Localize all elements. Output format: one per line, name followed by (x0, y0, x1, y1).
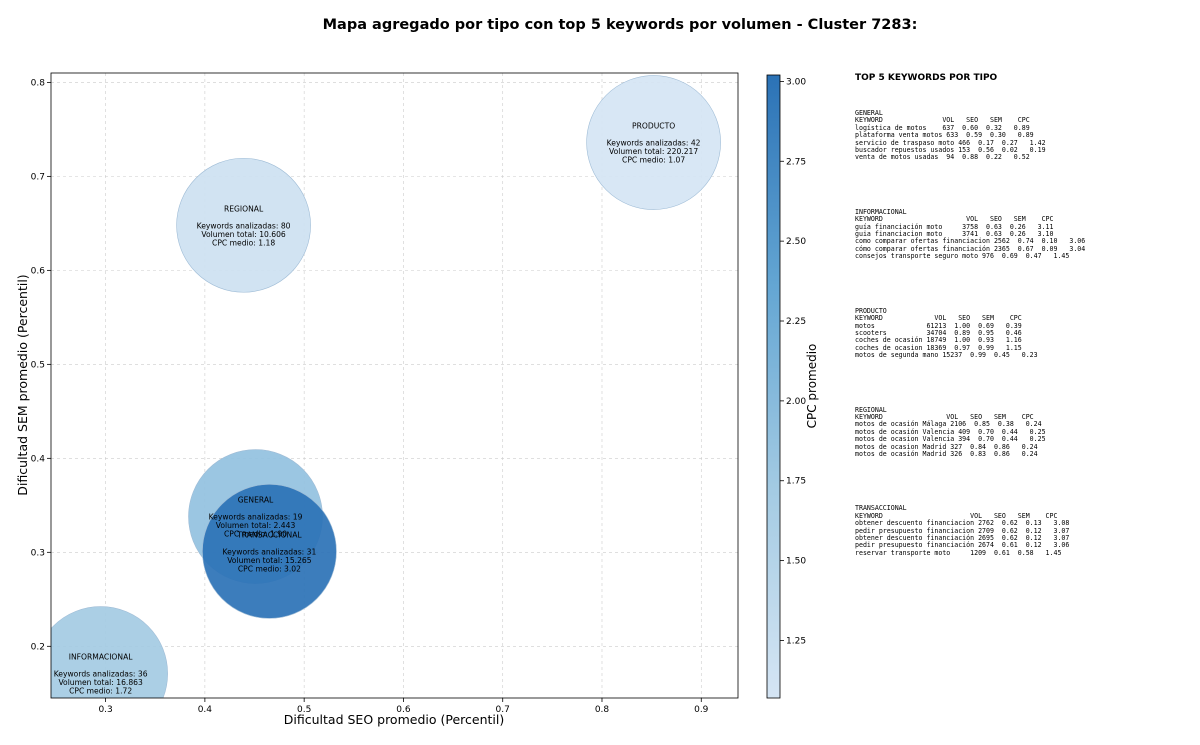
bubbles (51, 75, 721, 698)
bubble-regional (176, 157, 311, 293)
bubble-stat: Keywords analizadas: 36 (54, 670, 148, 679)
bubble-stat: CPC medio: 1.07 (622, 156, 685, 165)
bubble-transaccional (202, 484, 337, 619)
bubble-stat: Keywords analizadas: 42 (607, 139, 701, 148)
keyword-block-transaccional: TRANSACCIONAL KEYWORD VOL SEO SEM CPC ob… (855, 505, 1195, 557)
x-tick-label: 0.6 (396, 705, 411, 715)
colorbar-tick-label: 2.75 (786, 157, 806, 167)
bubble-stat: Keywords analizadas: 19 (209, 513, 303, 522)
x-tick-label: 0.5 (297, 705, 311, 715)
bubble-stat: Volumen total: 220.217 (609, 147, 698, 156)
colorbar-label: CPC promedio (805, 344, 819, 429)
x-tick-label: 0.7 (496, 705, 510, 715)
bubble-label-transaccional: TRANSACCIONAL Keywords analizadas: 31Volu… (222, 530, 316, 573)
bubble-name: PRODUCTO (632, 122, 675, 131)
bubble-stat: Volumen total: 15.265 (227, 556, 312, 565)
axes: 0.3 0.4 0.5 0.6 0.7 0.8 0.9 0.2 0.3 0.4 0.5 0.6 0.7 0… (31, 78, 709, 715)
x-tick-label: 0.8 (595, 705, 610, 715)
bubble-stat: Volumen total: 2.443 (216, 521, 296, 530)
x-tick-label: 0.9 (694, 705, 709, 715)
bubble-stat: Keywords analizadas: 80 (197, 221, 291, 230)
bubble-stat: Volumen total: 10.606 (201, 230, 286, 239)
bubble-stat: Keywords analizadas: 31 (222, 547, 316, 556)
keyword-table-general: GENERAL KEYWORD VOL SEO SEM CPC logístic… (855, 109, 1046, 162)
colorbar-tick-label: 2.25 (786, 317, 806, 327)
colorbar (766, 74, 781, 699)
keyword-block-informacional: INFORMACIONAL KEYWORD VOL SEO SEM CPC gu… (855, 207, 1195, 261)
bubble-label-informacional: INFORMACIONAL Keywords analizadas: 36Volu… (54, 653, 148, 696)
y-tick-label: 0.8 (31, 78, 46, 88)
bubble-stat: CPC medio: 1.18 (212, 238, 275, 247)
plot-frame (50, 72, 739, 699)
keyword-block-producto: PRODUCTO KEYWORD VOL SEO SEM CPC motos 6… (855, 306, 1195, 360)
colorbar-tick-label: 1.25 (786, 636, 806, 646)
colorbar-tick-label: 2.00 (786, 397, 806, 407)
keyword-panel-title: TOP 5 KEYWORDS POR TIPO (855, 73, 998, 83)
y-tick-label: 0.5 (31, 360, 45, 370)
colorbar-tick-label: 1.75 (786, 477, 806, 487)
bubble-stat: CPC medio: 1.90 (224, 530, 287, 539)
bubble-stat: Volumen total: 16.863 (58, 678, 143, 687)
colorbar-tick-label: 3.00 (786, 77, 806, 87)
x-axis-label: Dificultad SEO promedio (Percentil) (284, 712, 504, 727)
y-tick-label: 0.3 (31, 548, 45, 558)
bubble-name: GENERAL (238, 496, 274, 505)
y-tick-label: 0.4 (31, 454, 46, 464)
bubble-stat: CPC medio: 3.02 (238, 564, 301, 573)
chart-title: Mapa agregado por tipo con top 5 keyword… (322, 17, 918, 33)
keyword-table-transaccional: TRANSACCIONAL KEYWORD VOL SEO SEM CPC ob… (855, 504, 1070, 557)
bubble-name: TRANSACCIONAL (236, 530, 302, 539)
y-axis-label: Dificultad SEM promedio (Percentil) (15, 274, 30, 495)
bubble-name: REGIONAL (224, 204, 264, 213)
bubble-producto (586, 75, 721, 210)
x-tick-label: 0.4 (198, 705, 213, 715)
bubble-stat: CPC medio: 1.72 (69, 687, 132, 696)
keyword-block-regional: REGIONAL KEYWORD VOL SEO SEM CPC motos d… (855, 405, 1195, 459)
keyword-table-producto: PRODUCTO KEYWORD VOL SEO SEM CPC motos 6… (855, 306, 1038, 360)
colorbar-ticks: 1.25 1.50 1.75 2.00 2.25 2.50 2.75 3.00 (780, 77, 806, 646)
colorbar-tick-label: 1.50 (786, 557, 806, 567)
keyword-table-informacional: INFORMACIONAL KEYWORD VOL SEO SEM CPC gu… (855, 207, 1086, 261)
keyword-block-general: GENERAL KEYWORD VOL SEO SEM CPC logístic… (855, 109, 1195, 162)
colorbar-tick-label: 2.50 (786, 237, 806, 247)
y-tick-label: 0.7 (31, 172, 45, 182)
keyword-table-regional: REGIONAL KEYWORD VOL SEO SEM CPC motos d… (855, 405, 1046, 458)
y-tick-label: 0.2 (31, 642, 45, 652)
keyword-panel: TOP 5 KEYWORDS POR TIPO GENERAL KEYWORD … (855, 73, 1195, 604)
y-tick-label: 0.6 (31, 266, 46, 276)
bubble-informacional (51, 606, 168, 698)
bubble-name: INFORMACIONAL (69, 653, 134, 662)
x-tick-label: 0.3 (98, 705, 112, 715)
